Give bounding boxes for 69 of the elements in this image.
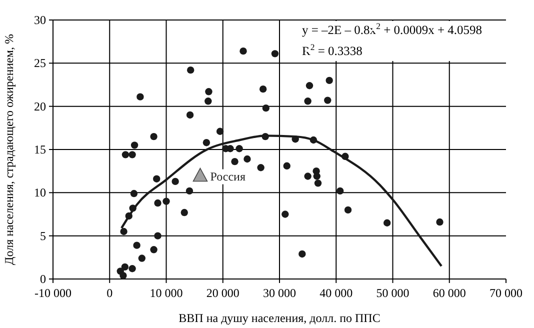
point — [133, 242, 140, 249]
x-tick-label: 60 000 — [432, 286, 466, 300]
point — [121, 263, 129, 271]
point — [128, 265, 136, 272]
point — [324, 96, 332, 104]
point — [122, 151, 130, 158]
point — [344, 206, 352, 214]
point — [150, 132, 158, 140]
point — [162, 198, 170, 205]
point — [202, 138, 210, 146]
point — [336, 187, 344, 195]
point — [120, 228, 128, 236]
y-tick-label: 0 — [40, 272, 46, 286]
y-tick-label: 20 — [34, 99, 46, 114]
y-tick-label: 25 — [34, 56, 46, 70]
point — [240, 47, 247, 55]
point — [259, 85, 267, 93]
y-axis-title: Доля населения, страдающего ожирением, % — [2, 34, 16, 265]
annotation: y = –2E – 0.8x$^{2}$ + 0.0009x + 4.0598 — [302, 21, 482, 37]
point — [383, 219, 391, 226]
x-tick-label: -10 000 — [34, 286, 72, 300]
x-axis-title: ВВП на душу населения, долл. по ППС — [178, 311, 380, 325]
series-label: Россия — [210, 169, 246, 184]
point — [187, 66, 194, 74]
y-tick-label: 30 — [34, 13, 46, 27]
point — [204, 98, 212, 105]
x-tick-label: 0 — [106, 286, 113, 300]
point — [231, 158, 238, 166]
point — [153, 175, 160, 182]
point — [186, 187, 194, 195]
point — [282, 210, 289, 218]
point — [180, 208, 188, 216]
x-tick-label: 30 000 — [263, 286, 296, 300]
point — [244, 155, 251, 163]
point — [298, 250, 306, 258]
point — [326, 76, 333, 84]
point — [304, 172, 312, 180]
point — [130, 190, 138, 198]
point — [136, 93, 144, 100]
point — [236, 145, 243, 152]
point — [314, 180, 322, 187]
point — [262, 104, 270, 112]
x-tick-label: 10 000 — [150, 286, 183, 300]
point — [283, 162, 290, 170]
y-tick-label: 5 — [40, 228, 46, 243]
point — [436, 218, 444, 226]
point — [313, 172, 320, 180]
point — [186, 111, 194, 119]
point — [120, 272, 127, 280]
point — [172, 178, 179, 186]
x-tick-label: 40 000 — [320, 286, 353, 300]
point — [271, 50, 279, 58]
line-series — [120, 134, 443, 268]
point — [128, 151, 136, 158]
point — [205, 88, 212, 96]
point — [257, 164, 264, 172]
point — [154, 232, 162, 240]
x-tick-label: 20 000 — [206, 286, 240, 300]
point — [304, 98, 312, 105]
point — [154, 199, 162, 207]
point — [138, 254, 146, 262]
y-tick-label: 15 — [34, 142, 46, 156]
point — [130, 142, 138, 149]
point — [216, 128, 224, 135]
point — [150, 246, 158, 254]
x-tick-label: 70 000 — [490, 286, 522, 300]
point — [306, 82, 314, 90]
y-tick-label: 10 — [34, 186, 46, 200]
x-tick-label: 50 000 — [376, 286, 410, 300]
